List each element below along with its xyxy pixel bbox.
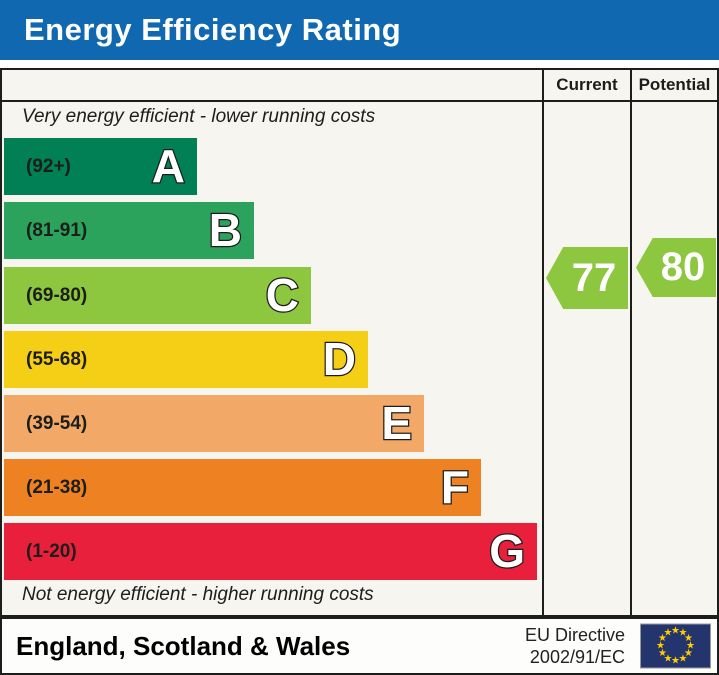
band-letter-e: E bbox=[380, 396, 413, 451]
eu-flag-star-icon: ★ bbox=[684, 632, 693, 644]
eu-flag-star-icon: ★ bbox=[684, 647, 693, 659]
band-bar-e: (39-54) E bbox=[4, 395, 424, 452]
eu-flag-star-icon: ★ bbox=[686, 640, 695, 651]
eu-flag-star-icon: ★ bbox=[678, 652, 688, 664]
band-bar-b: (81-91) B bbox=[4, 202, 254, 259]
band-letter-g: G bbox=[488, 524, 526, 579]
band-bar-g: (1-20) G bbox=[4, 523, 537, 580]
band-bar-f: (21-38) F bbox=[4, 459, 481, 516]
band-range-label-a: (92+) bbox=[26, 156, 71, 177]
column-header-current: Current bbox=[556, 75, 618, 94]
band-letter-f: F bbox=[440, 460, 471, 515]
eu-flag-star-icon: ★ bbox=[671, 625, 680, 636]
eu-flag-star-icon: ★ bbox=[663, 652, 673, 664]
eu-directive-line1: EU Directive bbox=[524, 625, 625, 645]
band-bar-c: (69-80) C bbox=[4, 267, 311, 324]
eu-flag-star-icon: ★ bbox=[658, 647, 667, 659]
band-letter-a: A bbox=[151, 139, 187, 194]
column-divider-potential bbox=[630, 70, 632, 615]
potential-rating-value: 80 bbox=[660, 245, 706, 289]
band-bar-a: (92+) A bbox=[4, 138, 197, 195]
band-letter-c: C bbox=[265, 268, 301, 323]
band-letter-d: D bbox=[322, 332, 358, 387]
eu-flag-star-icon: ★ bbox=[658, 632, 667, 644]
band-range-label-g: (1-20) bbox=[26, 541, 77, 562]
eu-flag-star-icon: ★ bbox=[656, 640, 665, 651]
band-bar-d: (55-68) D bbox=[4, 331, 368, 388]
band-range-label-f: (21-38) bbox=[26, 477, 88, 498]
potential-rating-marker: 80 bbox=[636, 238, 716, 297]
eu-flag-star-icon: ★ bbox=[663, 627, 673, 639]
column-header-potential: Potential bbox=[638, 75, 711, 94]
band-range-label-c: (69-80) bbox=[26, 285, 88, 306]
eu-directive-line2: 2002/91/EC bbox=[529, 647, 625, 667]
band-letter-b: B bbox=[208, 203, 244, 258]
eu-directive-label: EU Directive 2002/91/EC bbox=[525, 624, 625, 668]
title-bar: Energy Efficiency Rating bbox=[0, 0, 719, 60]
column-divider-current bbox=[542, 70, 544, 615]
top-caption: Very energy efficient - lower running co… bbox=[22, 106, 376, 127]
band-range-label-e: (39-54) bbox=[26, 413, 88, 434]
eu-flag-star-icon: ★ bbox=[671, 655, 680, 666]
bottom-caption: Not energy efficient - higher running co… bbox=[22, 584, 374, 605]
eu-flag-star-icon: ★ bbox=[678, 627, 688, 639]
band-range-label-b: (81-91) bbox=[26, 220, 88, 241]
current-rating-value: 77 bbox=[571, 255, 617, 300]
eu-flag: ★ ★ ★ ★ ★ ★ ★ ★ ★ ★ ★ ★ bbox=[640, 623, 711, 669]
rating-chart: Current Potential Very energy efficient … bbox=[0, 68, 719, 617]
band-range-label-d: (55-68) bbox=[26, 349, 88, 370]
header-row-divider bbox=[2, 100, 717, 102]
footer-bar: England, Scotland & Wales EU Directive 2… bbox=[0, 617, 719, 675]
current-rating-marker: 77 bbox=[546, 247, 628, 309]
region-label: England, Scotland & Wales bbox=[16, 631, 351, 661]
page-title: Energy Efficiency Rating bbox=[24, 12, 402, 47]
